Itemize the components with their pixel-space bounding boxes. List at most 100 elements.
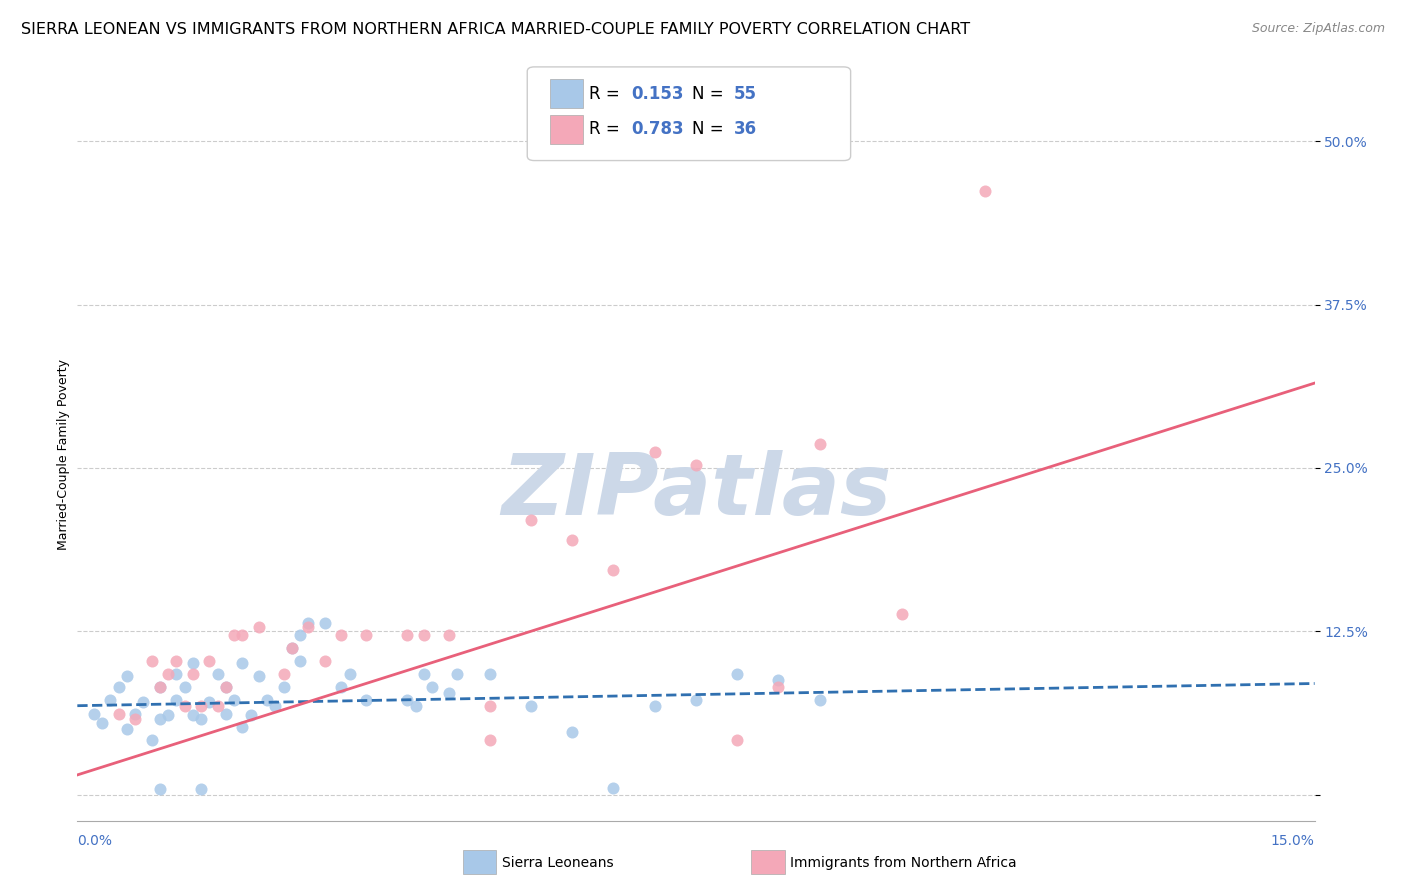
Point xyxy=(561,533,583,547)
Text: ZIPatlas: ZIPatlas xyxy=(501,450,891,533)
Point xyxy=(685,458,707,473)
Point xyxy=(115,723,138,737)
Text: SIERRA LEONEAN VS IMMIGRANTS FROM NORTHERN AFRICA MARRIED-COUPLE FAMILY POVERTY : SIERRA LEONEAN VS IMMIGRANTS FROM NORTHE… xyxy=(21,22,970,37)
Point xyxy=(520,513,543,527)
Point xyxy=(437,628,460,642)
Point xyxy=(124,712,146,726)
Point xyxy=(149,681,172,695)
Point xyxy=(222,628,245,642)
Point xyxy=(215,681,238,695)
Point xyxy=(198,654,221,668)
Point xyxy=(412,628,434,642)
Point xyxy=(354,628,377,642)
Text: N =: N = xyxy=(692,85,728,103)
Point xyxy=(83,706,105,721)
Point xyxy=(239,707,262,722)
Point xyxy=(231,656,253,670)
Point xyxy=(644,445,666,459)
Point xyxy=(107,706,129,721)
Point xyxy=(891,607,914,622)
Point xyxy=(98,693,121,707)
Text: 0.783: 0.783 xyxy=(631,120,683,138)
Point xyxy=(478,698,501,713)
Point xyxy=(149,712,172,726)
Y-axis label: Married-Couple Family Poverty: Married-Couple Family Poverty xyxy=(58,359,70,550)
Point xyxy=(339,667,361,681)
Point xyxy=(222,693,245,707)
Text: 15.0%: 15.0% xyxy=(1271,834,1315,848)
Text: 55: 55 xyxy=(734,85,756,103)
Point xyxy=(685,693,707,707)
Point xyxy=(173,698,195,713)
Text: 0.153: 0.153 xyxy=(631,85,683,103)
Point xyxy=(288,628,311,642)
Point xyxy=(247,668,270,682)
Point xyxy=(190,712,212,726)
Point xyxy=(725,732,748,747)
Text: Sierra Leoneans: Sierra Leoneans xyxy=(502,855,613,870)
Point xyxy=(314,654,336,668)
Point xyxy=(520,698,543,713)
Point xyxy=(330,628,353,642)
Point xyxy=(405,698,427,713)
Point xyxy=(273,667,295,681)
Point xyxy=(297,620,319,634)
Point xyxy=(256,693,278,707)
Point xyxy=(264,698,287,713)
Point xyxy=(141,654,163,668)
Point xyxy=(478,667,501,681)
Text: Source: ZipAtlas.com: Source: ZipAtlas.com xyxy=(1251,22,1385,36)
Point xyxy=(181,707,204,722)
Point xyxy=(420,681,443,695)
Point xyxy=(973,184,995,198)
Text: 0.0%: 0.0% xyxy=(77,834,112,848)
Point xyxy=(124,706,146,721)
Point xyxy=(412,667,434,681)
Point xyxy=(190,782,212,797)
Point xyxy=(644,698,666,713)
Point xyxy=(273,681,295,695)
Point xyxy=(198,695,221,709)
Point xyxy=(281,641,304,656)
Point xyxy=(478,732,501,747)
Text: R =: R = xyxy=(589,120,626,138)
Point xyxy=(725,667,748,681)
Point xyxy=(165,667,187,681)
Point xyxy=(107,681,129,695)
Point xyxy=(181,656,204,670)
Point xyxy=(602,563,624,577)
Point xyxy=(297,616,319,631)
Point xyxy=(190,698,212,713)
Point xyxy=(288,654,311,668)
Point xyxy=(157,707,180,722)
Point xyxy=(141,732,163,747)
Point xyxy=(207,667,229,681)
Point xyxy=(808,437,831,451)
Point xyxy=(281,641,304,656)
Point xyxy=(215,706,238,721)
Point xyxy=(768,673,790,687)
Point xyxy=(149,681,172,695)
Point xyxy=(231,720,253,734)
Point xyxy=(165,693,187,707)
Point xyxy=(446,667,468,681)
Text: N =: N = xyxy=(692,120,728,138)
Point xyxy=(91,715,114,730)
Point xyxy=(157,667,180,681)
Point xyxy=(149,782,172,797)
Text: Immigrants from Northern Africa: Immigrants from Northern Africa xyxy=(790,855,1017,870)
Point xyxy=(437,686,460,700)
Point xyxy=(314,616,336,631)
Point xyxy=(173,681,195,695)
Point xyxy=(165,654,187,668)
Point xyxy=(132,695,155,709)
Point xyxy=(396,628,419,642)
Point xyxy=(354,693,377,707)
Point xyxy=(215,681,238,695)
Text: 36: 36 xyxy=(734,120,756,138)
Point xyxy=(602,780,624,795)
Point xyxy=(808,693,831,707)
Point xyxy=(768,681,790,695)
Text: R =: R = xyxy=(589,85,626,103)
Point xyxy=(247,620,270,634)
